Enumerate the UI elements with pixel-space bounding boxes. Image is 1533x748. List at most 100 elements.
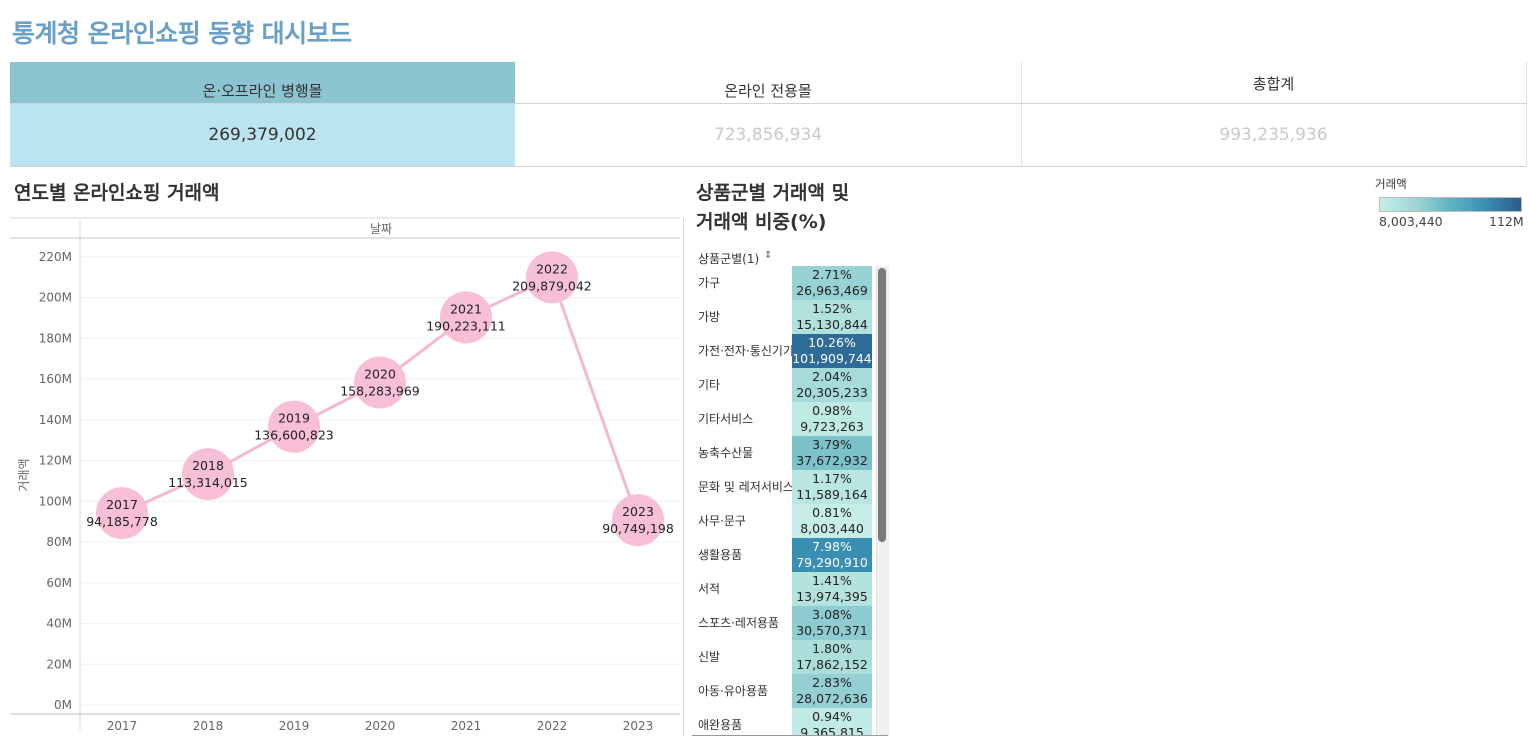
sort-icon[interactable]: ⇕ <box>764 250 773 261</box>
transaction-amount: 11,589,164 <box>796 487 868 502</box>
heatmap-cell[interactable]: 2.04% 20,305,233 <box>792 368 872 402</box>
category-label: 사무·문구 <box>698 514 746 528</box>
transaction-amount: 9,365,815 <box>800 725 864 736</box>
data-label-value: 158,283,969 <box>340 383 420 398</box>
data-point-marker[interactable] <box>526 251 578 304</box>
heatmap-row[interactable]: 스포츠·레저용품 3.08% 30,570,371 <box>692 606 872 640</box>
share-percent: 10.26% <box>808 335 856 350</box>
y-tick-label: 160M <box>39 372 72 386</box>
heatmap-row[interactable]: 아동·유아용품 2.83% 28,072,636 <box>692 674 872 708</box>
kpi-online-only-mall[interactable]: 온라인 전용몰 723,856,934 <box>515 62 1021 166</box>
heatmap-cell[interactable]: 7.98% 79,290,910 <box>792 538 872 572</box>
share-percent: 2.04% <box>812 369 852 384</box>
kpi-value: 993,235,936 <box>1219 125 1328 145</box>
kpi-offline-online-mall[interactable]: 온·오프라인 병행몰 269,379,002 <box>10 62 515 166</box>
category-label: 농축수산물 <box>698 446 754 460</box>
data-point-marker[interactable] <box>268 400 320 453</box>
kpi-label: 온·오프라인 병행몰 <box>202 82 323 100</box>
heatmap-row[interactable]: 문화 및 레저서비스 1.17% 11,589,164 <box>692 470 872 504</box>
heatmap-cell[interactable]: 3.08% 30,570,371 <box>792 606 872 640</box>
y-tick-label: 100M <box>39 494 72 508</box>
heatmap-cell[interactable]: 1.80% 17,862,152 <box>792 640 872 674</box>
category-label: 기타 <box>698 378 721 392</box>
heatmap-row[interactable]: 농축수산물 3.79% 37,672,932 <box>692 436 872 470</box>
legend-min-label: 8,003,440 <box>1379 214 1443 229</box>
share-percent: 1.17% <box>812 471 852 486</box>
heatmap-cell[interactable]: 0.94% 9,365,815 <box>792 708 872 736</box>
y-tick-label: 40M <box>46 617 72 631</box>
kpi-header: 총합계 <box>1021 62 1526 104</box>
category-column-header[interactable]: 상품군별(1) <box>698 252 760 266</box>
data-label-year: 2022 <box>536 261 568 276</box>
transaction-amount: 101,909,744 <box>792 351 872 366</box>
share-percent: 0.98% <box>812 403 852 418</box>
transaction-amount: 8,003,440 <box>800 521 864 536</box>
heatmap-cell[interactable]: 10.26% 101,909,744 <box>792 334 872 368</box>
heatmap-cell[interactable]: 2.71% 26,963,469 <box>792 266 872 300</box>
y-tick-label: 120M <box>39 454 72 468</box>
heatmap-title-line1: 상품군별 거래액 및 <box>696 182 850 204</box>
heatmap-row[interactable]: 신발 1.80% 17,862,152 <box>692 640 872 674</box>
heatmap-row[interactable]: 애완용품 0.94% 9,365,815 <box>692 708 872 736</box>
heatmap-row[interactable]: 서적 1.41% 13,974,395 <box>692 572 872 606</box>
heatmap-row[interactable]: 기타서비스 0.98% 9,723,263 <box>692 402 872 436</box>
y-tick-label: 0M <box>54 698 72 712</box>
heatmap-cell[interactable]: 3.79% 37,672,932 <box>792 436 872 470</box>
x-tick-label: 2017 <box>107 719 138 733</box>
transaction-amount: 28,072,636 <box>796 691 868 706</box>
kpi-divider <box>1021 62 1022 166</box>
share-percent: 1.52% <box>812 301 852 316</box>
x-axis-title: 날짜 <box>370 222 392 236</box>
yearly-transaction-line-chart[interactable]: 날짜 0M 20M 40M 60M 80M 100M 120M 140M 160M 180M 200M… <box>0 210 684 740</box>
data-point-marker[interactable] <box>354 356 406 409</box>
heatmap-scrollbar-thumb[interactable] <box>878 268 886 542</box>
y-tick-label: 20M <box>46 657 72 671</box>
kpi-total[interactable]: 총합계 993,235,936 <box>1021 62 1526 166</box>
data-point-marker[interactable] <box>182 448 234 501</box>
color-legend-gradient <box>1379 197 1522 212</box>
x-tick-label: 2023 <box>623 719 654 733</box>
data-label-year: 2019 <box>278 411 310 426</box>
heatmap-left-border <box>683 218 684 736</box>
data-label-year: 2021 <box>450 301 482 316</box>
heatmap-cell[interactable]: 2.83% 28,072,636 <box>792 674 872 708</box>
data-point-marker[interactable] <box>440 291 492 344</box>
data-label-value: 190,223,111 <box>426 318 506 333</box>
data-label-year: 2023 <box>622 504 654 519</box>
transaction-amount: 30,570,371 <box>796 623 868 638</box>
share-percent: 2.83% <box>812 675 852 690</box>
category-label: 스포츠·레저용품 <box>698 616 780 630</box>
heatmap-row[interactable]: 기타 2.04% 20,305,233 <box>692 368 872 402</box>
data-label-year: 2018 <box>192 458 224 473</box>
category-label: 애완용품 <box>698 718 743 732</box>
heatmap-cell[interactable]: 0.81% 8,003,440 <box>792 504 872 538</box>
line-chart-title: 연도별 온라인쇼핑 거래액 <box>14 182 220 204</box>
data-label-value: 90,749,198 <box>602 521 674 536</box>
data-label-year: 2017 <box>106 497 138 512</box>
x-tick-label: 2020 <box>365 719 396 733</box>
heatmap-cell[interactable]: 1.52% 15,130,844 <box>792 300 872 334</box>
y-tick-label: 140M <box>39 413 72 427</box>
category-label: 가방 <box>698 310 721 324</box>
category-label: 서적 <box>698 582 721 596</box>
x-tick-label: 2019 <box>279 719 310 733</box>
heatmap-cell[interactable]: 0.98% 9,723,263 <box>792 402 872 436</box>
data-point-marker[interactable] <box>612 494 664 547</box>
data-point-marker[interactable] <box>96 487 148 540</box>
category-label: 가구 <box>698 276 721 290</box>
category-label: 문화 및 레저서비스 <box>698 480 794 494</box>
share-percent: 2.71% <box>812 267 852 282</box>
heatmap-row[interactable]: 가구 2.71% 26,963,469 <box>692 266 872 300</box>
heatmap-row[interactable]: 가전·전자·통신기기 10.26% 101,909,744 <box>692 334 872 368</box>
heatmap-bottom-border <box>692 735 888 736</box>
heatmap-row[interactable]: 생활용품 7.98% 79,290,910 <box>692 538 872 572</box>
transaction-amount: 26,963,469 <box>796 283 868 298</box>
heatmap-cell[interactable]: 1.41% 13,974,395 <box>792 572 872 606</box>
heatmap-cell[interactable]: 1.17% 11,589,164 <box>792 470 872 504</box>
heatmap-row[interactable]: 가방 1.52% 15,130,844 <box>692 300 872 334</box>
y-tick-label: 180M <box>39 331 72 345</box>
legend-title: 거래액 <box>1375 177 1407 191</box>
heatmap-row[interactable]: 사무·문구 0.81% 8,003,440 <box>692 504 872 538</box>
share-percent: 1.80% <box>812 641 852 656</box>
kpi-value: 723,856,934 <box>713 125 823 145</box>
